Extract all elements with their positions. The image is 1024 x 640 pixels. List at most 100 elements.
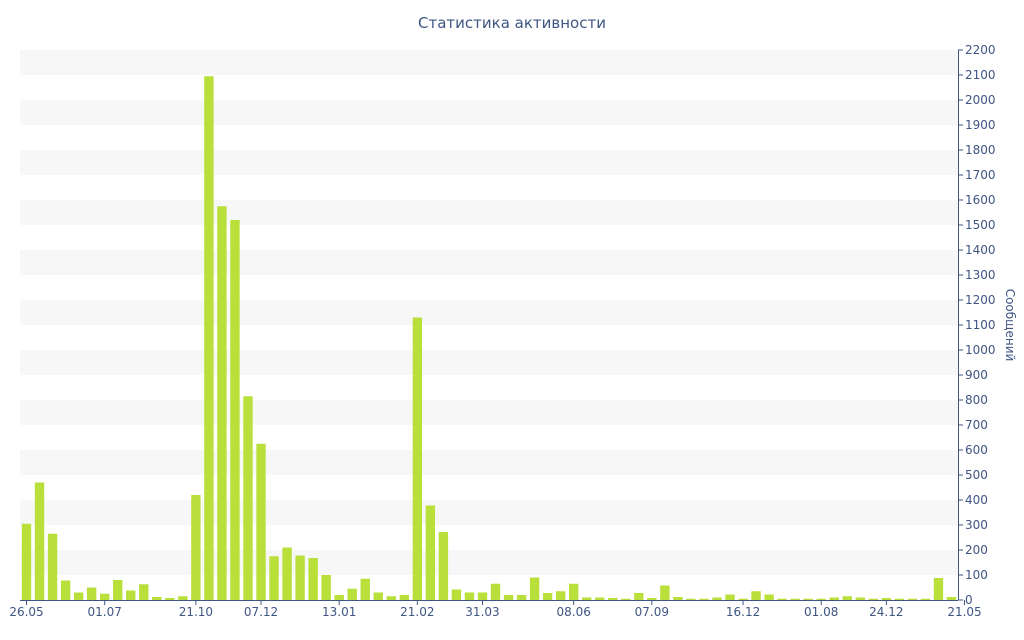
bar [191, 495, 201, 600]
y-tick-label: 800 [965, 393, 988, 407]
x-tick-label: 21.02 [400, 605, 434, 619]
x-tick-label: 13.01 [322, 605, 356, 619]
bar [321, 575, 331, 600]
bar [204, 76, 214, 600]
bar [47, 533, 58, 600]
grid-band [20, 250, 958, 275]
bar [86, 587, 97, 600]
bar [73, 592, 84, 600]
bar [555, 591, 566, 600]
bar [139, 584, 149, 600]
grid-band [20, 550, 958, 575]
bar [907, 598, 918, 600]
grid-band [20, 100, 958, 125]
grid-band [20, 450, 958, 475]
y-tick-label: 1800 [965, 143, 996, 157]
bar [933, 578, 944, 600]
bar [712, 597, 722, 600]
y-tick-label: 400 [965, 493, 988, 507]
bar [360, 578, 370, 600]
bar [165, 598, 175, 600]
x-tick-label: 08.06 [557, 605, 591, 619]
bar [816, 598, 826, 600]
grid-band [20, 350, 958, 375]
bar [790, 598, 800, 600]
chart-title: Статистика активности [418, 14, 606, 32]
y-tick-label: 1000 [965, 343, 996, 357]
x-tick-label: 21.10 [179, 605, 213, 619]
bar [490, 583, 501, 600]
bar [920, 598, 931, 600]
bar [412, 317, 423, 600]
grid-band [20, 150, 958, 175]
bar [647, 598, 657, 600]
bar [725, 594, 735, 600]
y-tick-label: 700 [965, 418, 988, 432]
bar [178, 596, 188, 600]
bar [868, 598, 879, 600]
bar [673, 597, 683, 600]
bar [373, 592, 383, 600]
bar [582, 597, 592, 600]
y-tick-label: 2200 [965, 43, 996, 57]
y-tick-label: 1100 [965, 318, 996, 332]
bar [464, 592, 475, 600]
bar [256, 443, 266, 600]
bars [21, 76, 957, 600]
y-tick-label: 2000 [965, 93, 996, 107]
y-tick-label: 600 [965, 443, 988, 457]
grid-band [20, 50, 958, 75]
x-tick-label: 24.12 [869, 605, 903, 619]
bar [438, 532, 449, 600]
bar [660, 585, 670, 600]
x-tick-label: 01.08 [804, 605, 838, 619]
y-tick-label: 1400 [965, 243, 996, 257]
x-tick-label: 31.03 [465, 605, 499, 619]
y-tick-label: 900 [965, 368, 988, 382]
bar [230, 220, 240, 600]
bar [282, 547, 292, 600]
bar [21, 523, 32, 600]
bar [386, 596, 396, 600]
bar [803, 598, 813, 600]
bar [529, 577, 540, 600]
bar [516, 595, 527, 600]
y-tick-label: 1200 [965, 293, 996, 307]
x-tick-label: 07.09 [635, 605, 669, 619]
bar [777, 598, 787, 600]
y-tick-label: 0 [965, 593, 973, 607]
y-tick-label: 1700 [965, 168, 996, 182]
bar [308, 558, 318, 600]
y-tick-label: 1600 [965, 193, 996, 207]
x-tick-label: 16.12 [726, 605, 760, 619]
y-tick-label: 200 [965, 543, 988, 557]
bar [269, 556, 279, 600]
x-tick-label: 07.12 [244, 605, 278, 619]
bar [451, 589, 462, 600]
x-tick-label: 21.05 [947, 605, 981, 619]
y-tick-label: 2100 [965, 68, 996, 82]
bar [881, 598, 892, 600]
bar [608, 598, 618, 600]
axes: 0 100 200 300 400 500 600 700 800 900 1000 1100 1200… [9, 43, 995, 619]
bar [113, 580, 123, 600]
bar [399, 595, 410, 600]
y-tick-label: 1500 [965, 218, 996, 232]
bar [99, 593, 110, 600]
bar [295, 555, 305, 600]
bar [542, 593, 553, 600]
y-tick-label: 300 [965, 518, 988, 532]
y-tick-label: 100 [965, 568, 988, 582]
bar [126, 590, 136, 600]
grid-band [20, 500, 958, 525]
bar [738, 598, 748, 600]
bar [595, 597, 605, 600]
bar [894, 598, 905, 600]
x-tick-label: 26.05 [9, 605, 43, 619]
bar [34, 482, 45, 600]
bar [243, 396, 253, 600]
bar [764, 594, 774, 600]
bar [842, 596, 852, 600]
